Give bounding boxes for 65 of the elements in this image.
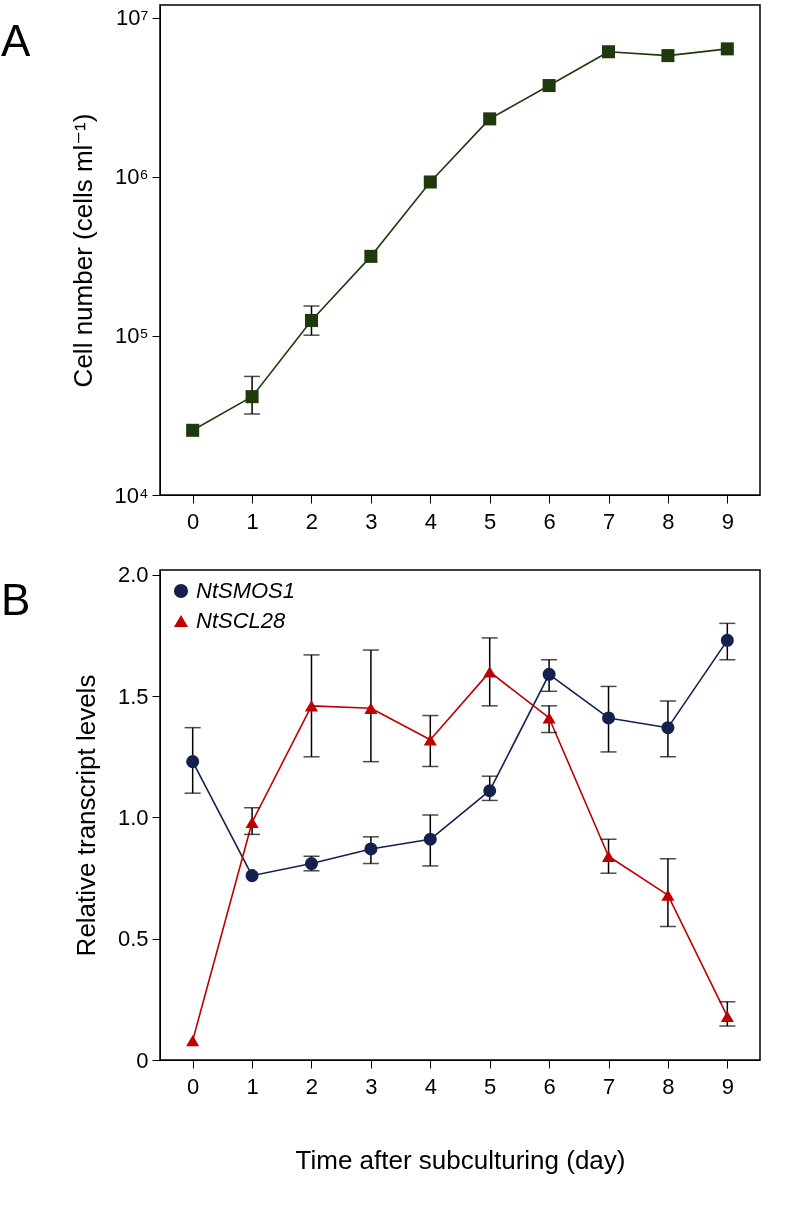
point bbox=[364, 702, 378, 714]
point bbox=[364, 842, 378, 856]
point bbox=[483, 784, 497, 798]
chart-title: A bbox=[1, 16, 31, 65]
x-tick-label: 1 bbox=[246, 508, 259, 534]
point bbox=[245, 816, 259, 828]
y-tick-label: 10⁶ bbox=[114, 164, 149, 190]
y-tick-label: 10⁵ bbox=[114, 323, 149, 349]
point bbox=[423, 175, 437, 189]
point bbox=[720, 633, 734, 647]
x-tick-label: 4 bbox=[424, 508, 437, 534]
point bbox=[304, 700, 318, 712]
x-tick-label: 3 bbox=[365, 1073, 378, 1099]
point bbox=[720, 42, 734, 56]
y-axis-title: Relative transcript levels bbox=[70, 674, 101, 957]
y-tick-label: 10⁴ bbox=[114, 482, 149, 508]
point bbox=[186, 423, 200, 437]
x-tick-label: 9 bbox=[721, 508, 734, 534]
y-tick-label: 10⁷ bbox=[116, 5, 149, 31]
x-tick-label: 4 bbox=[424, 1073, 437, 1099]
x-tick-label: 2 bbox=[305, 1073, 319, 1099]
point bbox=[245, 869, 259, 883]
point bbox=[602, 711, 616, 725]
x-tick-label: 7 bbox=[602, 1073, 616, 1099]
y-tick-label: 0 bbox=[136, 1047, 149, 1073]
chart-title: B bbox=[1, 574, 31, 624]
point bbox=[542, 712, 556, 724]
point bbox=[423, 832, 437, 846]
x-tick-label: 0 bbox=[187, 508, 200, 534]
x-tick-label: 5 bbox=[484, 1073, 497, 1099]
point bbox=[245, 390, 259, 404]
point bbox=[483, 666, 497, 678]
x-tick-label: 2 bbox=[305, 508, 319, 534]
y-tick-label: 1.0 bbox=[117, 804, 149, 830]
x-tick-label: 8 bbox=[662, 1073, 675, 1099]
point bbox=[602, 45, 616, 59]
legend-label: NtSCL28 bbox=[196, 608, 287, 633]
point bbox=[661, 721, 675, 735]
point bbox=[423, 734, 437, 746]
point bbox=[186, 755, 200, 769]
point bbox=[661, 889, 675, 901]
point bbox=[542, 667, 556, 681]
x-tick-label: 7 bbox=[602, 508, 616, 534]
x-tick-label: 8 bbox=[662, 508, 675, 534]
x-tick-label: 6 bbox=[543, 1073, 556, 1099]
y-tick-label: 0.5 bbox=[117, 926, 149, 952]
legend-label: NtSMOS1 bbox=[196, 578, 296, 603]
point bbox=[720, 1010, 734, 1022]
x-tick-label: 1 bbox=[246, 1073, 259, 1099]
point bbox=[304, 313, 318, 327]
x-tick-label: 6 bbox=[543, 508, 556, 534]
point bbox=[661, 49, 675, 63]
point bbox=[542, 79, 556, 93]
y-tick-label: 2.0 bbox=[117, 562, 149, 588]
point bbox=[602, 850, 616, 862]
y-axis-title: Cell number (cells ml⁻¹) bbox=[67, 113, 98, 388]
x-axis-title: Time after subculturing (day) bbox=[295, 1144, 626, 1175]
point bbox=[186, 1034, 200, 1047]
x-tick-label: 9 bbox=[721, 1073, 734, 1099]
y-tick-label: 1.5 bbox=[117, 683, 149, 709]
point bbox=[483, 112, 497, 126]
x-tick-label: 3 bbox=[365, 508, 378, 534]
x-tick-label: 5 bbox=[484, 508, 497, 534]
x-tick-label: 0 bbox=[187, 1073, 200, 1099]
point bbox=[364, 249, 378, 263]
